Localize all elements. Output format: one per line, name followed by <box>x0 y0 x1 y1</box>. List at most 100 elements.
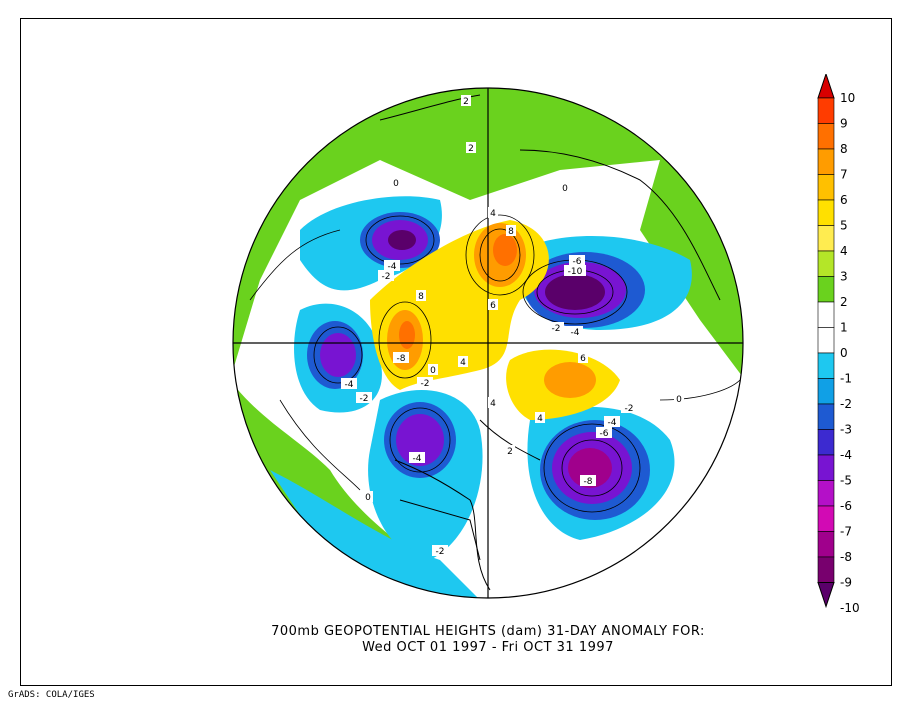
colorbar-swatch <box>817 301 835 328</box>
colorbar-arrow-top <box>817 74 835 99</box>
title-line2: Wed OCT 01 1997 - Fri OCT 31 1997 <box>362 640 614 655</box>
contour-label: 2 <box>463 97 469 107</box>
colorbar-tick-label: 1 <box>840 321 848 335</box>
contour-label-bg <box>488 397 498 408</box>
colorbar-swatch <box>817 531 835 558</box>
colorbar-swatch <box>817 327 835 354</box>
contour-label: 0 <box>393 179 399 189</box>
contour-label: 6 <box>580 354 586 364</box>
contour-label-bg <box>505 445 515 456</box>
contour-label-bg <box>428 364 438 375</box>
contour-label: 2 <box>468 144 474 154</box>
contour-label: 8 <box>508 227 514 237</box>
colorbar-tick-label: -7 <box>840 525 852 539</box>
contour-label-bg <box>416 290 426 301</box>
colorbar-swatch <box>817 148 835 175</box>
contour-label: 0 <box>430 366 436 376</box>
contour-label: -4 <box>345 380 354 390</box>
contour-label-bg <box>341 378 357 389</box>
contour-label: -4 <box>571 328 580 338</box>
colorbar-tick-label: 6 <box>840 193 848 207</box>
contour-label: -2 <box>552 324 561 334</box>
colorbar-tick-label: -6 <box>840 499 852 513</box>
contour-label-bg <box>560 182 570 193</box>
contour-label: -2 <box>436 547 445 557</box>
contour-label: 4 <box>537 414 543 424</box>
colorbar-swatch <box>817 174 835 201</box>
colorbar-swatch <box>817 429 835 456</box>
contour-label-bg <box>466 142 476 153</box>
colorbar-swatch <box>817 480 835 507</box>
colorbar-swatch <box>817 454 835 481</box>
contour-label-bg <box>363 491 373 502</box>
colorbar-tick-label: 3 <box>840 270 848 284</box>
contour-label: -2 <box>625 404 634 414</box>
contour-label: -6 <box>573 257 582 267</box>
colorbar-tick-label: 9 <box>840 117 848 131</box>
map-boundary <box>232 87 744 599</box>
contour-label-bg <box>417 377 433 388</box>
colorbar-tick-label: 8 <box>840 142 848 156</box>
colorbar-swatch <box>817 250 835 277</box>
colorbar-swatch <box>817 505 835 532</box>
footer-credit: GrADS: COLA/IGES <box>8 690 95 700</box>
contour-label: -4 <box>388 262 397 272</box>
contour-label: 8 <box>418 292 424 302</box>
contour-label-bg <box>409 452 425 463</box>
contour-label-bg <box>569 255 585 266</box>
contour-label: -2 <box>360 394 369 404</box>
contour-label-bg <box>488 207 498 218</box>
colorbar-tick-label: -9 <box>840 576 852 590</box>
contour-label-bg <box>506 225 516 236</box>
colorbar-swatch <box>817 225 835 252</box>
colorbar-swatch <box>817 556 835 583</box>
contour-label: -8 <box>397 354 406 364</box>
contour-label: -4 <box>608 418 617 428</box>
colorbar-swatch <box>817 352 835 379</box>
contour-label-bg <box>488 299 498 310</box>
negative-anomaly-pacific <box>270 470 480 598</box>
contour-label: 2 <box>507 447 513 457</box>
contour-label-bg <box>393 352 409 363</box>
colorbar-tick-label: -8 <box>840 550 852 564</box>
contour-label-bg <box>604 416 620 427</box>
contour-label: -4 <box>413 454 422 464</box>
contour-label: -2 <box>382 272 391 282</box>
contour-label: 0 <box>676 395 682 405</box>
contour-label: 4 <box>490 399 496 409</box>
contour-label: 4 <box>460 358 466 368</box>
contour-label: 0 <box>562 184 568 194</box>
colorbar-arrow-bottom <box>817 582 835 609</box>
colorbar-swatch <box>817 97 835 124</box>
colorbar-swatch <box>817 378 835 405</box>
contour-label-bg <box>580 475 596 486</box>
contour-label: -6 <box>600 429 609 439</box>
contour-label-bg <box>567 326 583 337</box>
colorbar-tick-label: 2 <box>840 295 848 309</box>
colorbar-swatch <box>817 123 835 150</box>
colorbar-tick-label: -1 <box>840 372 852 386</box>
contour-label: -10 <box>568 267 583 277</box>
contour-label-bg <box>461 95 471 106</box>
colorbar-tick-label: 5 <box>840 219 848 233</box>
colorbar-tick-label: -10 <box>840 601 860 615</box>
contour-label-bg <box>674 393 684 404</box>
colorbar-tick-label: 10 <box>840 91 855 105</box>
contour-label-bg <box>548 322 564 333</box>
colorbar-swatch <box>817 403 835 430</box>
contour-label-bg <box>356 392 372 403</box>
colorbar-swatch <box>817 199 835 226</box>
plot-frame <box>20 18 892 686</box>
colorbar-tick-label: -4 <box>840 448 852 462</box>
colorbar-tick-label: 4 <box>840 244 848 258</box>
colorbar-tick-label: -2 <box>840 397 852 411</box>
contour-label: -8 <box>584 477 593 487</box>
contour-label: 6 <box>490 301 496 311</box>
colorbar-swatch <box>817 276 835 303</box>
contour-label-bg <box>432 545 448 556</box>
contour-labels: 22048-6-10-4-2-4864-4-2-80-24-2-4-6-8-42… <box>341 95 684 557</box>
contour-label-bg <box>578 352 588 363</box>
contour-label: -2 <box>421 379 430 389</box>
